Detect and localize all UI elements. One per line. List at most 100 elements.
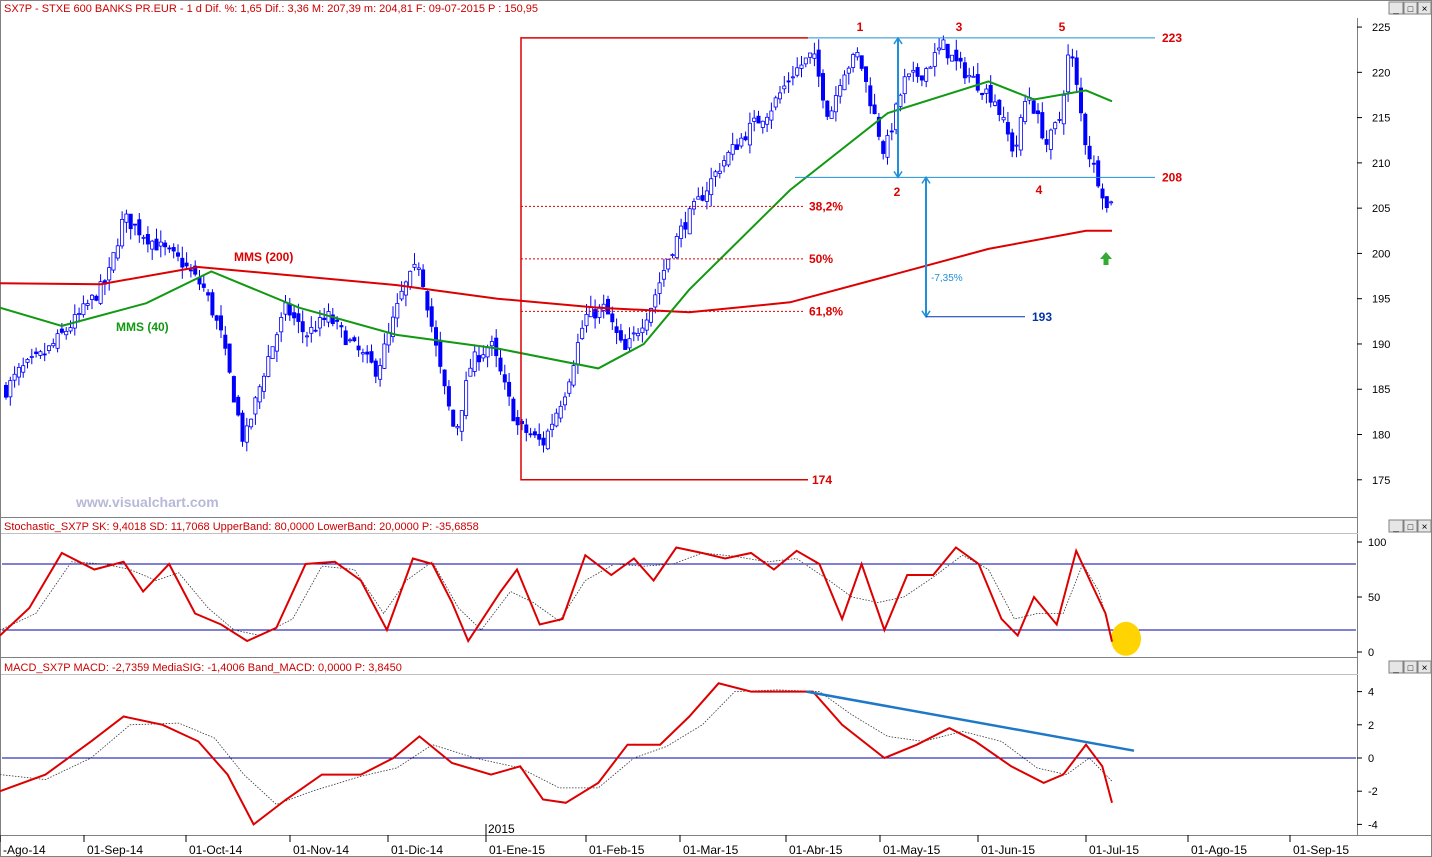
candle-body [833,95,838,113]
candle-body [412,263,417,268]
candle-body [962,62,967,79]
candle-body [163,242,168,248]
level-label-174: 174 [812,473,832,487]
time-axis-border [1,835,1431,836]
candle-body [1079,87,1084,114]
candle-body [1100,188,1105,199]
candle-body [919,75,924,81]
stoch-minimize-button[interactable] [1388,519,1404,533]
candle-body [640,327,645,334]
candle-body [343,330,348,346]
macd-minimize-button[interactable] [1388,660,1404,674]
candle-body [696,196,701,200]
time-axis-label: 01-Sep-14 [87,843,143,857]
macd-y-tick-label: 0 [1368,753,1374,765]
watermark: www.visualchart.com [75,494,219,510]
candle-body [141,236,146,239]
candle-body [249,418,254,428]
candle-body [971,75,976,78]
candle-body [266,356,271,377]
price-y-tick-label: 220 [1372,67,1390,79]
candle-body [115,245,120,259]
candle-body [902,76,907,95]
candle-body [218,315,223,331]
candle-body [713,171,718,177]
candle-body [309,326,314,334]
stoch-sk-line [0,546,1113,644]
candle-body [322,317,327,321]
candle-body [743,136,748,141]
candle-body [137,219,142,236]
level-label-193: 193 [1032,310,1052,324]
macd-panel [0,682,1356,826]
maximize-button[interactable] [1403,1,1418,15]
candle-body [575,342,580,366]
candle-body [1048,129,1053,150]
stoch-maximize-button[interactable] [1403,519,1418,533]
moving-averages: MMS (200) MMS (40) [0,80,1113,370]
candle-body [588,307,593,318]
candle-body [842,74,847,91]
candle-body [1018,117,1023,151]
candle-body [231,376,236,403]
candle-body [876,116,881,137]
candle-body [808,52,813,58]
macd-title: MACD_SX7P MACD: -2,7359 MediaSIG: -1,400… [4,662,402,674]
candle-body [584,314,589,327]
candle-body [167,247,172,250]
stoch-close-button[interactable] [1417,519,1432,533]
candle-body [636,332,641,337]
macd-line [0,682,1113,826]
time-axis-label: 01-Dic-14 [391,843,443,857]
candle-body [692,201,697,210]
candle-body [1001,116,1006,121]
candle-body [786,80,791,83]
candle-body [240,412,245,442]
candle-body [1104,196,1109,209]
candle-body [356,345,361,351]
macd-close-button[interactable] [1417,660,1432,674]
candle-body [838,85,843,97]
candlestick-series [4,35,1114,453]
candle-body [485,347,490,358]
candle-body [55,333,60,349]
candle-body [653,294,658,308]
candle-body [550,423,555,431]
candle-body [717,170,722,174]
candle-body [1061,94,1066,125]
candle-body [868,85,873,107]
macd-maximize-button[interactable] [1403,660,1418,674]
measured-move-label: -7,35% [931,273,963,284]
candle-body [244,425,249,443]
candle-body [502,374,507,383]
candle-body [937,47,942,51]
candle-body [821,73,826,101]
candle-body [1074,57,1079,85]
candle-body [373,360,378,377]
candle-body [438,339,443,367]
candle-body [898,94,903,107]
panel-separator-1 [1,517,1358,518]
minimize-button[interactable] [1388,1,1404,15]
close-button[interactable] [1417,1,1432,15]
candle-body [524,424,529,433]
candle-body [958,57,963,62]
candle-body [335,319,340,322]
candle-body [1070,56,1075,59]
candle-body [571,365,576,386]
candle-body [649,308,654,323]
candle-body [1031,100,1036,114]
candle-body [313,329,318,332]
candle-body [726,152,731,166]
candle-body [709,178,714,196]
candle-body [790,76,795,79]
stoch-y-tick-label: 100 [1368,537,1386,549]
candle-body [778,92,783,100]
candle-body [223,334,228,349]
candle-body [468,367,473,377]
candle-body [975,74,980,91]
candle-body [171,247,176,252]
